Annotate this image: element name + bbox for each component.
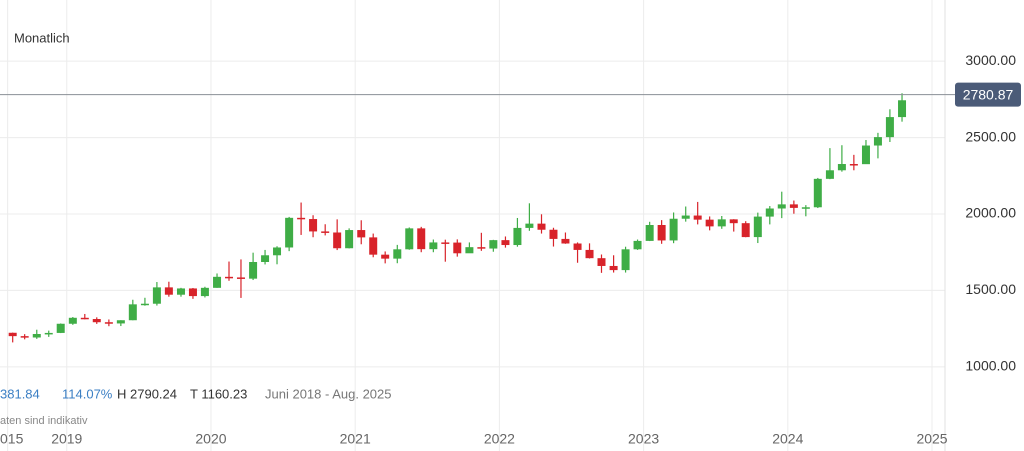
candle-body	[729, 219, 738, 224]
candle-body	[44, 332, 53, 335]
candle-body	[657, 225, 666, 241]
candle-body	[849, 164, 858, 166]
candle-body	[705, 219, 714, 227]
candle-body	[489, 240, 498, 249]
candle-body	[898, 100, 907, 118]
candle-body	[825, 170, 834, 179]
y-tick-label: 1000.00	[965, 358, 1016, 374]
candle-body	[813, 178, 822, 208]
x-tick-label: 2020	[195, 431, 226, 447]
candle-body	[789, 204, 798, 208]
candle-body	[765, 208, 774, 217]
x-tick-label: 2021	[340, 431, 371, 447]
candle-body	[861, 145, 870, 165]
y-tick-label: 2000.00	[965, 205, 1016, 221]
candle-body	[357, 230, 366, 238]
candle-body	[68, 317, 77, 324]
candle-body	[152, 287, 161, 304]
candle-body	[80, 317, 89, 320]
candle-body	[321, 231, 330, 233]
candle-body	[285, 217, 294, 248]
candle-body	[32, 333, 41, 338]
candle-body	[441, 242, 450, 244]
candle-body	[525, 223, 534, 228]
candle-body	[381, 254, 390, 259]
candle-body	[104, 322, 113, 324]
candle-body	[56, 323, 65, 333]
candle-body	[873, 137, 882, 146]
candle-body	[597, 258, 606, 266]
candle-body	[405, 228, 414, 250]
candle-body	[465, 247, 474, 254]
x-tick-label: 2024	[772, 431, 803, 447]
x-tick-label: 2019	[51, 431, 82, 447]
candle-body	[236, 277, 245, 279]
candle-body	[213, 276, 222, 288]
candle-body	[393, 249, 402, 259]
candle-body	[549, 229, 558, 239]
candle-body	[609, 265, 618, 271]
candle-body	[537, 223, 546, 230]
candle-body	[261, 255, 270, 262]
candle-body	[477, 247, 486, 249]
candle-body	[429, 242, 438, 250]
candle-body	[20, 336, 29, 338]
info-note: aten sind indikativ	[0, 415, 88, 427]
info-change: 114.07%	[62, 386, 113, 401]
candle-body	[645, 225, 654, 241]
candle-body	[513, 227, 522, 246]
candle-body	[249, 261, 258, 279]
candle-body	[777, 204, 786, 209]
candle-body	[717, 219, 726, 227]
candle-body	[837, 164, 846, 171]
info-high: H 2790.24	[117, 386, 177, 401]
candle-body	[188, 288, 197, 297]
candle-body	[621, 249, 630, 271]
candle-body	[200, 287, 209, 297]
candle-body	[801, 207, 810, 209]
candle-body	[176, 288, 185, 295]
candle-body	[693, 215, 702, 220]
candle-body	[333, 232, 342, 249]
candle-body	[585, 249, 594, 259]
candle-body	[561, 238, 570, 244]
candle-body	[116, 320, 125, 324]
candle-body	[885, 117, 894, 138]
candle-body	[681, 215, 690, 219]
candle-body	[417, 228, 426, 250]
candle-body	[128, 304, 137, 321]
candle-body	[345, 230, 354, 249]
y-tick-label: 2500.00	[965, 128, 1016, 144]
y-tick-label: 3000.00	[965, 52, 1016, 68]
candle-body	[297, 217, 306, 220]
x-tick-label: 2023	[628, 431, 659, 447]
info-last: 381.84	[0, 386, 40, 401]
candle-body	[309, 219, 318, 232]
candle-body	[633, 240, 642, 250]
current-price-label: 2780.87	[963, 86, 1014, 102]
candle-body	[369, 237, 378, 255]
candle-body	[741, 223, 750, 238]
y-tick-label: 1500.00	[965, 281, 1016, 297]
candle-body	[92, 319, 101, 323]
x-tick-label: 2025	[916, 431, 947, 447]
x-tick-label: 2022	[484, 431, 515, 447]
candle-body	[501, 240, 510, 246]
candle-body	[140, 303, 149, 306]
current-price-tag	[955, 82, 1021, 107]
x-tick-label: 015	[0, 431, 24, 447]
candle-body	[225, 276, 234, 279]
info-range: Juni 2018 - Aug. 2025	[265, 386, 392, 401]
candle-body	[573, 243, 582, 250]
info-low: T 1160.23	[190, 386, 247, 401]
candle-body	[753, 216, 762, 238]
candle-body	[164, 287, 173, 295]
period-label: Monatlich	[14, 30, 70, 45]
candle-body	[453, 242, 462, 254]
candle-body	[669, 218, 678, 241]
candle-body	[8, 332, 17, 337]
candle-body	[273, 247, 282, 256]
